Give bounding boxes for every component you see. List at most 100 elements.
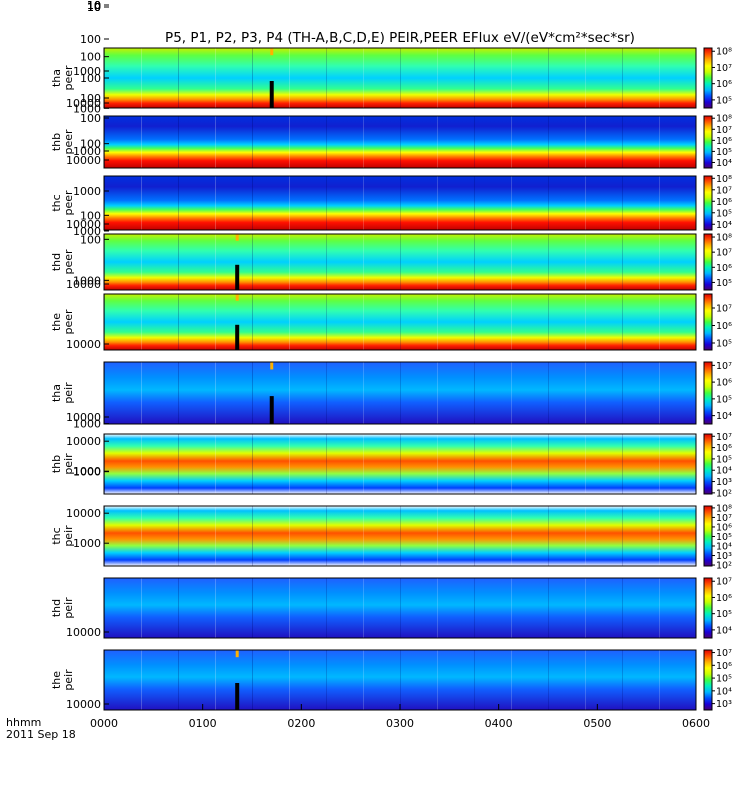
texture-streak xyxy=(289,434,290,494)
texture-streak xyxy=(141,434,142,494)
texture-streak xyxy=(289,362,290,424)
x-tick-label: 0000 xyxy=(90,717,118,730)
texture-streak xyxy=(178,578,179,638)
texture-streak xyxy=(252,434,253,494)
texture-streak xyxy=(437,116,438,168)
texture-streak xyxy=(474,234,475,290)
texture-streak xyxy=(141,48,142,108)
colorbar-tick-label: 10⁷ xyxy=(716,361,732,372)
texture-streak xyxy=(511,434,512,494)
texture-streak xyxy=(548,48,549,108)
texture-streak xyxy=(511,294,512,350)
species-label: peir xyxy=(62,453,75,475)
y-tick-label: 1000 xyxy=(73,225,101,238)
texture-streak xyxy=(178,116,179,168)
texture-streak xyxy=(622,48,623,108)
texture-streak xyxy=(141,176,142,230)
texture-streak xyxy=(178,506,179,566)
texture-streak xyxy=(141,362,142,424)
texture-streak xyxy=(474,176,475,230)
texture-streak xyxy=(622,650,623,710)
texture-streak xyxy=(141,506,142,566)
texture-streak xyxy=(400,434,401,494)
colorbar-tick-label: 10⁵ xyxy=(716,454,732,465)
texture-streak xyxy=(141,650,142,710)
texture-streak xyxy=(548,506,549,566)
texture-streak xyxy=(326,506,327,566)
panel-frame xyxy=(103,361,697,425)
texture-streak xyxy=(326,48,327,108)
texture-streak xyxy=(178,650,179,710)
texture-streak xyxy=(326,294,327,350)
texture-streak xyxy=(548,578,549,638)
texture-streak xyxy=(215,650,216,710)
texture-streak xyxy=(252,234,253,290)
texture-streak xyxy=(400,434,401,494)
texture-streak xyxy=(326,48,327,108)
panel-frame xyxy=(103,505,697,567)
texture-streak xyxy=(622,176,623,230)
texture-streak xyxy=(474,362,475,424)
texture-streak xyxy=(178,234,179,290)
texture-streak xyxy=(326,506,327,566)
texture-streak xyxy=(289,116,290,168)
texture-streak xyxy=(474,48,475,108)
texture-streak xyxy=(178,650,179,710)
texture-streak xyxy=(511,650,512,710)
texture-streak xyxy=(289,578,290,638)
texture-streak xyxy=(622,234,623,290)
texture-streak xyxy=(215,48,216,108)
texture-streak xyxy=(585,362,586,424)
texture-streak xyxy=(585,234,586,290)
y-tick-label: 1000 xyxy=(73,65,101,78)
texture-streak xyxy=(659,434,660,494)
texture-streak xyxy=(474,176,475,230)
texture-streak xyxy=(437,434,438,494)
texture-streak xyxy=(178,234,179,290)
texture-streak xyxy=(178,234,179,290)
texture-streak xyxy=(585,578,586,638)
texture-streak xyxy=(326,176,327,230)
texture-streak xyxy=(289,176,290,230)
texture-streak xyxy=(141,650,142,710)
colorbar xyxy=(703,233,713,291)
texture-streak xyxy=(437,294,438,350)
texture-streak xyxy=(289,362,290,424)
texture-streak xyxy=(511,434,512,494)
probe-label: tha xyxy=(50,69,63,87)
texture-streak xyxy=(437,294,438,350)
texture-streak xyxy=(622,434,623,494)
texture-streak xyxy=(622,434,623,494)
texture-streak xyxy=(659,48,660,108)
texture-streak xyxy=(622,578,623,638)
texture-streak xyxy=(585,294,586,350)
texture-streak xyxy=(659,176,660,230)
texture-streak xyxy=(289,650,290,710)
colorbar xyxy=(703,649,713,711)
texture-streak xyxy=(252,176,253,230)
y-tick-label: 10 xyxy=(87,1,101,14)
texture-streak xyxy=(585,434,586,494)
y-tick-label: 10000 xyxy=(66,97,101,110)
texture-streak xyxy=(474,578,475,638)
y-tick-label: 10000 xyxy=(66,435,101,448)
texture-streak xyxy=(178,116,179,168)
texture-streak xyxy=(252,294,253,350)
texture-streak xyxy=(511,116,512,168)
texture-streak xyxy=(178,48,179,108)
texture-streak xyxy=(400,176,401,230)
species-label: peir xyxy=(62,669,75,691)
texture-streak xyxy=(289,650,290,710)
texture-streak xyxy=(141,578,142,638)
texture-streak xyxy=(437,434,438,494)
texture-streak xyxy=(548,362,549,424)
texture-streak xyxy=(548,362,549,424)
panel-y-label: thcpeer xyxy=(50,190,75,216)
texture-streak xyxy=(252,434,253,494)
texture-streak xyxy=(141,362,142,424)
texture-streak xyxy=(400,434,401,494)
texture-streak xyxy=(178,506,179,566)
texture-streak xyxy=(474,578,475,638)
